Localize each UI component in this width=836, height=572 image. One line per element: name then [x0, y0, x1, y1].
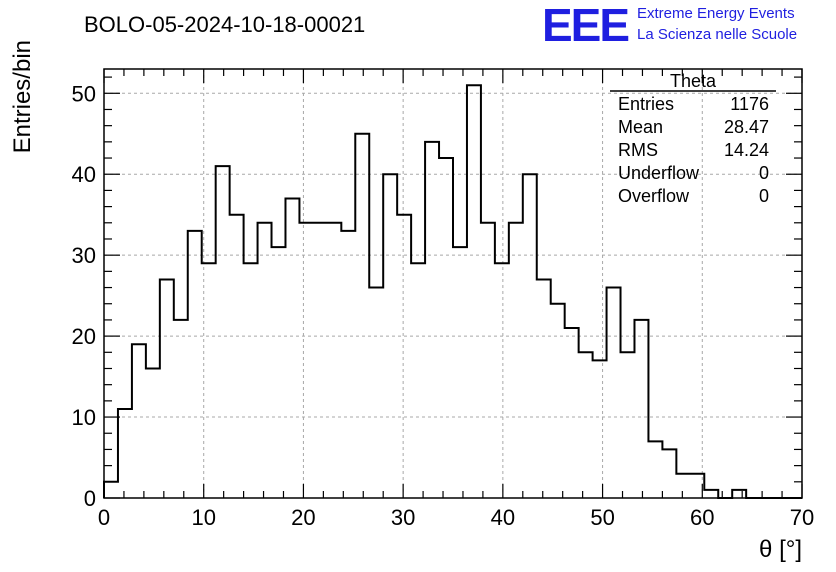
- stats-value: 0: [759, 186, 769, 206]
- stats-box: Theta Entries 1176 Mean 28.47 RMS 14.24 Underf…: [610, 71, 776, 206]
- stats-value: 1176: [730, 94, 769, 114]
- chart-title: BOLO-05-2024-10-18-00021: [84, 12, 365, 37]
- x-tick-label: 0: [98, 505, 110, 530]
- eee-logo: EEE Extreme Energy Events La Scienza nel…: [542, 0, 797, 51]
- x-tick-labels: 0 10 20 30 40 50 60 70: [98, 505, 814, 530]
- x-tick-label: 10: [191, 505, 215, 530]
- stats-label: Mean: [618, 117, 663, 137]
- axis-ticks: [103, 69, 803, 499]
- x-tick-label: 30: [391, 505, 415, 530]
- y-tick-label: 10: [72, 405, 96, 430]
- y-tick-label: 20: [72, 324, 96, 349]
- stats-label: Entries: [618, 94, 674, 114]
- logo-line-2: La Scienza nelle Scuole: [637, 26, 797, 43]
- y-axis-title: Entries/bin: [9, 40, 36, 153]
- x-tick-label: 50: [590, 505, 614, 530]
- stats-rows: Entries 1176 Mean 28.47 RMS 14.24 Underflow 0 Ov…: [618, 94, 769, 206]
- histogram-line: [103, 84, 802, 499]
- plot-frame: [103, 68, 803, 499]
- stats-value: 14.24: [724, 140, 769, 160]
- stats-label: Underflow: [618, 163, 700, 183]
- y-tick-label: 50: [72, 81, 96, 106]
- x-tick-label: 20: [291, 505, 315, 530]
- x-tick-label: 70: [790, 505, 814, 530]
- grid-lines: [104, 69, 802, 498]
- logo-mark: EEE: [542, 0, 628, 51]
- y-tick-label: 40: [72, 162, 96, 187]
- y-tick-label: 30: [72, 243, 96, 268]
- stats-title: Theta: [670, 71, 717, 91]
- stats-label: RMS: [618, 140, 658, 160]
- stats-value: 28.47: [724, 117, 769, 137]
- stats-label: Overflow: [618, 186, 690, 206]
- y-tick-label: 0: [84, 486, 96, 511]
- x-tick-label: 60: [690, 505, 714, 530]
- stats-value: 0: [759, 163, 769, 183]
- x-axis-title: θ [°]: [759, 536, 802, 563]
- x-tick-label: 40: [491, 505, 515, 530]
- logo-line-1: Extreme Energy Events: [637, 5, 795, 22]
- y-tick-labels: 0 10 20 30 40 50: [72, 81, 96, 511]
